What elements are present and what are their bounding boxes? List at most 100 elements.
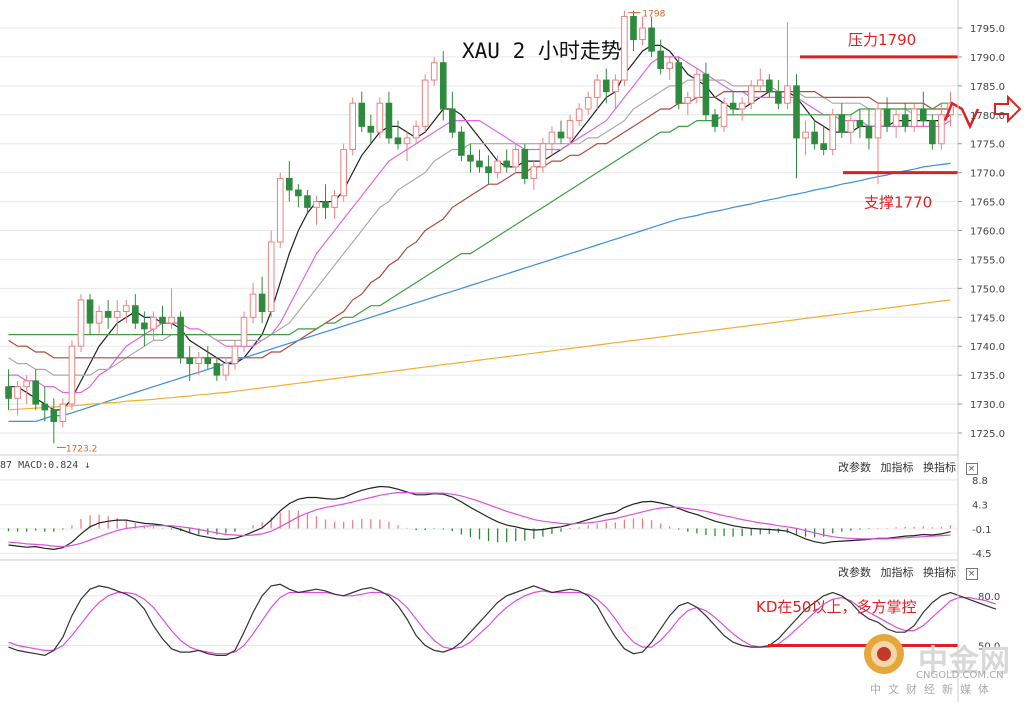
candle-body <box>793 85 800 139</box>
candle-body <box>358 102 366 127</box>
macd-toolbar: 改参数 加指标 换指标 × <box>832 459 978 475</box>
candle-body <box>820 143 827 150</box>
macd-add-indicator-button[interactable]: 加指标 <box>880 461 914 474</box>
candle-body <box>919 108 927 122</box>
candle-body <box>50 409 58 422</box>
candle-body <box>512 149 520 168</box>
candle-body <box>439 62 447 110</box>
kd-params-button[interactable]: 改参数 <box>838 566 871 579</box>
kd-add-indicator-button[interactable]: 加指标 <box>880 566 914 579</box>
price-tick-label: 1765.0 <box>970 198 1005 209</box>
candle-body <box>856 120 864 127</box>
candle-body <box>449 108 456 133</box>
macd-close-icon[interactable]: × <box>965 463 978 475</box>
candle-body <box>322 201 329 208</box>
candle-body <box>349 102 357 150</box>
kd-annotation-label: KD在50以上，多方掌控 <box>756 598 916 616</box>
candle-body <box>159 316 166 324</box>
candle-body <box>476 160 483 168</box>
price-tick-label: 1750.0 <box>970 284 1005 295</box>
candle-body <box>113 311 121 318</box>
macd-label-prefix: 87 <box>0 460 13 471</box>
kd-tick-label: 80.0 <box>978 592 1000 603</box>
kd-toolbar: 改参数 加指标 换指标 × <box>832 564 978 580</box>
candle-body <box>494 160 501 174</box>
candle-body <box>376 102 384 133</box>
candle-body <box>132 305 139 324</box>
candlestick-series <box>5 10 954 444</box>
candle-body <box>430 62 438 81</box>
candle-body <box>639 27 646 41</box>
candle-body <box>630 15 637 41</box>
candle-body <box>86 299 94 324</box>
kd-switch-indicator-button[interactable]: 换指标 <box>923 566 956 579</box>
kd-k-line <box>8 583 997 657</box>
candle-body <box>865 125 873 139</box>
candle-body <box>41 403 49 411</box>
watermark-site: CNGOLD.COM.CN <box>916 670 1004 681</box>
price-tick-label: 1760.0 <box>970 227 1005 238</box>
kd-tick-label: 50.0 <box>978 641 1000 652</box>
price-tick-label: 1795.0 <box>970 24 1005 35</box>
candle-body <box>503 160 510 168</box>
candle-body <box>766 79 773 93</box>
candle-body <box>548 131 556 145</box>
candle-body <box>276 177 284 243</box>
price-tick-label: 1780.0 <box>970 111 1005 122</box>
kd-panel: 80.0 50.0 KD在50以上，多方掌控 <box>0 583 1000 657</box>
candle-body <box>304 195 311 208</box>
candle-body <box>59 403 67 422</box>
moving-average-line <box>8 162 951 422</box>
candle-body <box>313 201 320 208</box>
candle-body <box>32 380 40 405</box>
candle-body <box>367 125 375 133</box>
price-tick-label: 1755.0 <box>970 255 1005 266</box>
candle-body <box>213 363 221 376</box>
candle-body <box>602 79 610 93</box>
candle-body <box>666 62 674 70</box>
candle-body <box>901 114 909 127</box>
candle-body <box>720 102 728 127</box>
high-price-label: 1798 <box>642 10 665 20</box>
candle-body <box>747 85 755 104</box>
candle-body <box>693 73 701 98</box>
candle-body <box>929 120 936 145</box>
kd-d-line <box>8 590 997 655</box>
macd-switch-indicator-button[interactable]: 换指标 <box>923 461 956 474</box>
candle-body <box>177 316 184 359</box>
chevron-down-icon[interactable]: ↓ <box>84 460 91 471</box>
candle-body <box>331 195 338 208</box>
macd-panel: 8.8 4.3 -0.1 -4.5 <box>0 476 992 560</box>
candle-body <box>729 102 737 110</box>
candle-body <box>285 177 293 191</box>
price-tick-label: 1745.0 <box>970 313 1005 324</box>
zigzag-arrow-path <box>943 101 980 130</box>
candle-body <box>702 73 710 116</box>
candle-body <box>521 149 529 179</box>
resistance-label: 压力1790 <box>848 31 916 49</box>
candle-body <box>295 189 302 197</box>
candle-body <box>802 131 809 139</box>
macd-tick-label: -0.1 <box>972 525 992 536</box>
candle-body <box>593 79 601 98</box>
kd-close-icon[interactable]: × <box>965 568 978 580</box>
chart-title: XAU 2 小时走势 <box>462 39 622 63</box>
macd-params-button[interactable]: 改参数 <box>838 461 871 474</box>
candle-body <box>621 15 628 81</box>
moving-average-line <box>8 299 951 411</box>
support-label: 支撑1770 <box>864 194 932 212</box>
candle-body <box>77 299 85 347</box>
candle-body <box>104 311 112 318</box>
candle-body <box>5 386 12 399</box>
price-axis: 1725.0 1730.0 1735.0 1740.0 1745.0 1750.0 1755… <box>957 0 1005 702</box>
macd-dif-line <box>8 485 951 551</box>
candle-body <box>811 131 818 145</box>
candle-body <box>14 386 21 399</box>
candle-body <box>557 131 565 139</box>
candle-body <box>421 79 429 127</box>
macd-dea-line <box>8 492 951 548</box>
candle-body <box>168 316 175 324</box>
price-tick-label: 1785.0 <box>970 82 1005 93</box>
price-tick-label: 1740.0 <box>970 342 1005 353</box>
candle-body <box>648 27 655 52</box>
